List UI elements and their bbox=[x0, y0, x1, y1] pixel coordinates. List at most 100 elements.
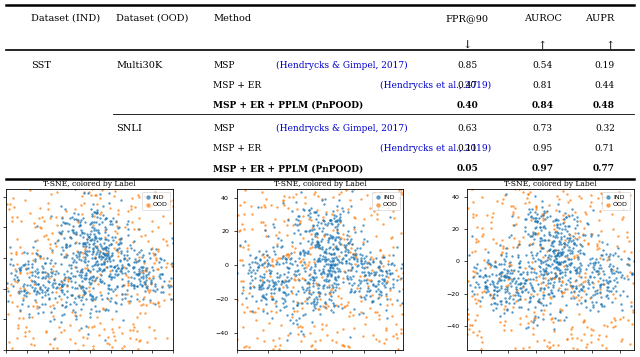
IND bbox=[489, 287, 499, 293]
IND bbox=[140, 279, 150, 285]
IND bbox=[379, 278, 389, 284]
IND bbox=[303, 212, 313, 218]
OOD bbox=[511, 221, 521, 227]
IND bbox=[348, 251, 358, 257]
IND bbox=[329, 250, 339, 256]
OOD bbox=[332, 330, 342, 335]
IND bbox=[77, 302, 88, 307]
OOD bbox=[90, 254, 100, 260]
OOD bbox=[284, 194, 294, 200]
IND bbox=[294, 271, 304, 276]
IND bbox=[22, 258, 33, 264]
IND bbox=[20, 291, 31, 296]
IND bbox=[515, 258, 525, 264]
IND bbox=[481, 289, 491, 295]
IND bbox=[56, 283, 67, 289]
IND bbox=[472, 270, 483, 276]
OOD bbox=[47, 231, 57, 236]
IND bbox=[477, 275, 488, 280]
IND bbox=[68, 307, 78, 312]
OOD bbox=[529, 315, 540, 321]
IND bbox=[317, 256, 327, 262]
OOD bbox=[334, 253, 344, 259]
IND bbox=[540, 268, 550, 274]
IND bbox=[254, 284, 264, 290]
Text: 0.97: 0.97 bbox=[532, 164, 554, 173]
IND bbox=[139, 258, 149, 263]
OOD bbox=[32, 303, 42, 308]
OOD bbox=[127, 321, 138, 327]
IND bbox=[581, 304, 591, 310]
OOD bbox=[111, 240, 121, 245]
IND bbox=[65, 301, 75, 307]
IND bbox=[502, 270, 513, 276]
OOD bbox=[4, 339, 15, 345]
IND bbox=[488, 307, 499, 313]
IND bbox=[524, 231, 534, 237]
IND bbox=[102, 251, 112, 257]
OOD bbox=[296, 218, 306, 223]
OOD bbox=[388, 244, 399, 250]
IND bbox=[309, 209, 319, 215]
OOD bbox=[338, 326, 348, 332]
OOD bbox=[476, 335, 486, 340]
IND bbox=[303, 238, 313, 244]
IND bbox=[488, 283, 499, 289]
IND bbox=[556, 252, 566, 257]
IND bbox=[44, 278, 54, 284]
IND bbox=[22, 266, 33, 271]
IND bbox=[231, 271, 241, 276]
IND bbox=[46, 309, 56, 315]
IND bbox=[554, 260, 564, 266]
IND bbox=[534, 263, 544, 269]
IND bbox=[70, 229, 81, 235]
OOD bbox=[10, 278, 20, 283]
IND bbox=[564, 213, 574, 218]
OOD bbox=[52, 238, 63, 244]
OOD bbox=[468, 329, 478, 335]
OOD bbox=[388, 333, 398, 338]
IND bbox=[576, 275, 586, 280]
OOD bbox=[315, 296, 325, 302]
IND bbox=[131, 271, 141, 277]
IND bbox=[467, 288, 477, 294]
OOD bbox=[132, 328, 142, 334]
IND bbox=[525, 295, 535, 301]
IND bbox=[308, 298, 319, 304]
IND bbox=[268, 279, 278, 285]
IND bbox=[32, 270, 42, 276]
IND bbox=[561, 235, 572, 241]
IND bbox=[64, 262, 74, 268]
IND bbox=[110, 308, 120, 313]
IND bbox=[79, 258, 89, 263]
OOD bbox=[557, 291, 567, 296]
IND bbox=[319, 263, 329, 269]
IND bbox=[16, 265, 26, 270]
IND bbox=[316, 252, 326, 258]
IND bbox=[69, 300, 79, 305]
OOD bbox=[14, 316, 24, 321]
IND bbox=[595, 262, 605, 268]
IND bbox=[368, 298, 378, 304]
IND bbox=[291, 291, 301, 297]
OOD bbox=[342, 302, 352, 308]
IND bbox=[617, 307, 627, 313]
IND bbox=[572, 270, 582, 275]
IND bbox=[299, 259, 309, 265]
IND bbox=[94, 265, 104, 271]
IND bbox=[296, 231, 306, 237]
IND bbox=[559, 240, 570, 246]
IND bbox=[100, 307, 110, 312]
IND bbox=[157, 272, 168, 277]
IND bbox=[134, 226, 144, 232]
IND bbox=[596, 252, 607, 258]
IND bbox=[138, 275, 148, 281]
IND bbox=[593, 268, 603, 274]
IND bbox=[277, 243, 287, 248]
IND bbox=[570, 285, 580, 291]
OOD bbox=[93, 332, 104, 338]
IND bbox=[531, 271, 541, 276]
IND bbox=[327, 282, 337, 288]
IND bbox=[93, 229, 103, 235]
IND bbox=[68, 227, 78, 233]
